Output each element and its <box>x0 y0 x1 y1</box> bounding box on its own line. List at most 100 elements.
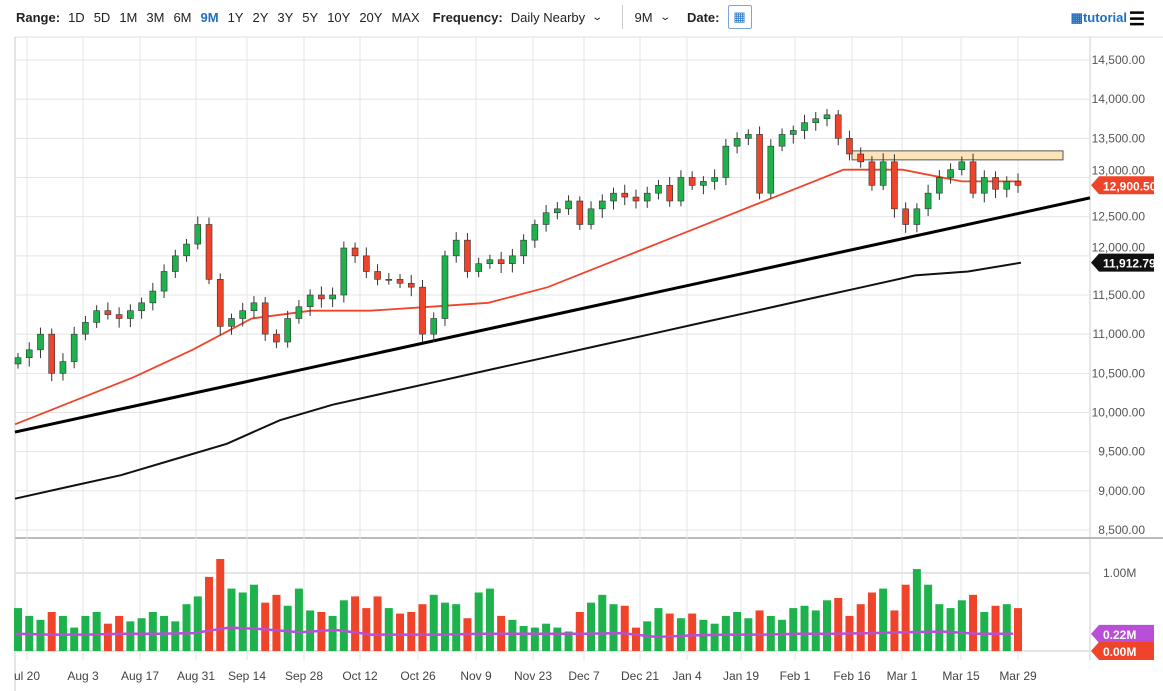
candle-body <box>958 161 966 170</box>
tutorial-link[interactable]: ▦tutorial <box>1071 10 1127 26</box>
candle-body <box>261 302 269 335</box>
candle-body <box>756 134 763 194</box>
price-tick-label: 10,500.00 <box>1092 366 1146 380</box>
candle-body <box>160 271 168 292</box>
range-1m[interactable]: 1M <box>119 9 138 25</box>
range-20y[interactable]: 20Y <box>359 9 383 25</box>
volume-tick-label: 1.00M <box>1103 566 1136 580</box>
candle-body <box>295 306 303 319</box>
ma200-badge-text: 11,912.79 <box>1103 257 1156 271</box>
candle-body <box>239 310 247 319</box>
candle-body <box>666 185 673 202</box>
volume-bar <box>800 605 809 651</box>
volume-bar <box>542 623 551 651</box>
price-tick-label: 10,000.00 <box>1092 406 1146 420</box>
date-tick-label: Nov 23 <box>514 669 552 683</box>
candle-body <box>1014 181 1022 186</box>
range-3m[interactable]: 3M <box>146 9 165 25</box>
price-tick-label: 12,500.00 <box>1092 210 1146 224</box>
frequency-label: Frequency: <box>432 9 503 25</box>
range-1y[interactable]: 1Y <box>227 9 244 25</box>
candle-body <box>834 114 842 139</box>
candle-body <box>823 114 831 120</box>
date-tick-label: Oct 12 <box>342 669 378 683</box>
range-3y[interactable]: 3Y <box>277 9 294 25</box>
candle-body <box>318 294 325 300</box>
volume-bar <box>935 604 944 651</box>
candle-body <box>486 259 494 264</box>
range-5d[interactable]: 5D <box>93 9 111 25</box>
candle-body <box>363 255 370 272</box>
volume-bar <box>452 604 461 651</box>
candle-body <box>722 145 730 178</box>
volume-bar <box>980 612 989 651</box>
calendar-icon[interactable]: ▦ <box>727 5 752 29</box>
volume-bar <box>485 588 494 651</box>
volume-bar <box>587 602 596 651</box>
volume-bar <box>227 588 236 651</box>
volume-bar <box>249 584 258 651</box>
frequency-select[interactable]: Daily Nearby ⌄ <box>511 10 603 25</box>
range-5y[interactable]: 5Y <box>302 9 319 25</box>
volume-bar <box>879 588 888 651</box>
candle-body <box>857 153 864 163</box>
price-tick-label: 8,500.00 <box>1098 523 1145 537</box>
range-1d[interactable]: 1D <box>68 9 85 25</box>
candle-body <box>228 318 235 327</box>
volume-bar <box>924 584 933 651</box>
candle-body <box>509 255 516 264</box>
volume-bar <box>912 569 921 651</box>
volume-bar <box>1014 608 1022 651</box>
volume-bar <box>755 610 764 651</box>
volume-ma-badge <box>1091 624 1154 643</box>
volume-bar <box>991 605 1000 651</box>
volume-zero-badge <box>1091 642 1154 660</box>
candle-body <box>82 322 89 335</box>
volume-bar <box>867 592 876 651</box>
date-tick-label: Mar 29 <box>999 669 1037 683</box>
candle-body <box>733 138 741 147</box>
candle-body <box>542 212 550 225</box>
candle-body <box>778 134 786 147</box>
date-tick-label: Oct 26 <box>400 669 436 683</box>
volume-bar <box>148 612 157 651</box>
candle-body <box>924 192 932 210</box>
volume-bar <box>238 592 247 651</box>
period-select[interactable]: 9M ⌄ <box>634 9 671 25</box>
volume-bar <box>429 594 438 651</box>
candle-body <box>93 310 100 323</box>
period-value: 9M <box>634 9 653 25</box>
range-9m[interactable]: 9M <box>200 9 219 25</box>
price-tick-label: 14,500.00 <box>1092 53 1146 67</box>
range-max[interactable]: MAX <box>391 9 420 25</box>
menu-icon[interactable]: ☰ <box>1128 9 1145 29</box>
range-2y[interactable]: 2Y <box>252 9 269 25</box>
date-tick-label: Mar 15 <box>942 669 980 683</box>
date-tick-label: Mar 1 <box>887 669 918 683</box>
volume-ma-line <box>14 626 1013 639</box>
toolbar: Range: 1D 5D 1M 3M 6M 9M 1Y 2Y 3Y 5Y 10Y 20Y MAX Fre… <box>0 0 1163 34</box>
chevron-down-icon: ⌄ <box>658 11 671 23</box>
candle-body <box>419 286 426 335</box>
candle-body <box>891 161 898 210</box>
candle-body <box>643 192 651 202</box>
range-10y[interactable]: 10Y <box>327 9 351 25</box>
volume-bar <box>103 623 112 651</box>
candle-body <box>969 161 977 194</box>
date-tick-label: Dec 7 <box>568 669 600 683</box>
candle-body <box>598 200 606 210</box>
candle-body <box>497 259 505 264</box>
candle-body <box>396 279 404 284</box>
volume-bar <box>957 600 966 651</box>
volume-bar <box>294 588 303 651</box>
candle-body <box>700 181 707 186</box>
candle-body <box>407 282 415 288</box>
volume-bar <box>440 602 449 651</box>
range-6m[interactable]: 6M <box>173 9 192 25</box>
candle-body <box>452 239 460 257</box>
candle-body <box>138 302 145 311</box>
candle-body <box>59 361 67 374</box>
volume-bar <box>834 597 843 651</box>
candle-body <box>340 247 348 296</box>
